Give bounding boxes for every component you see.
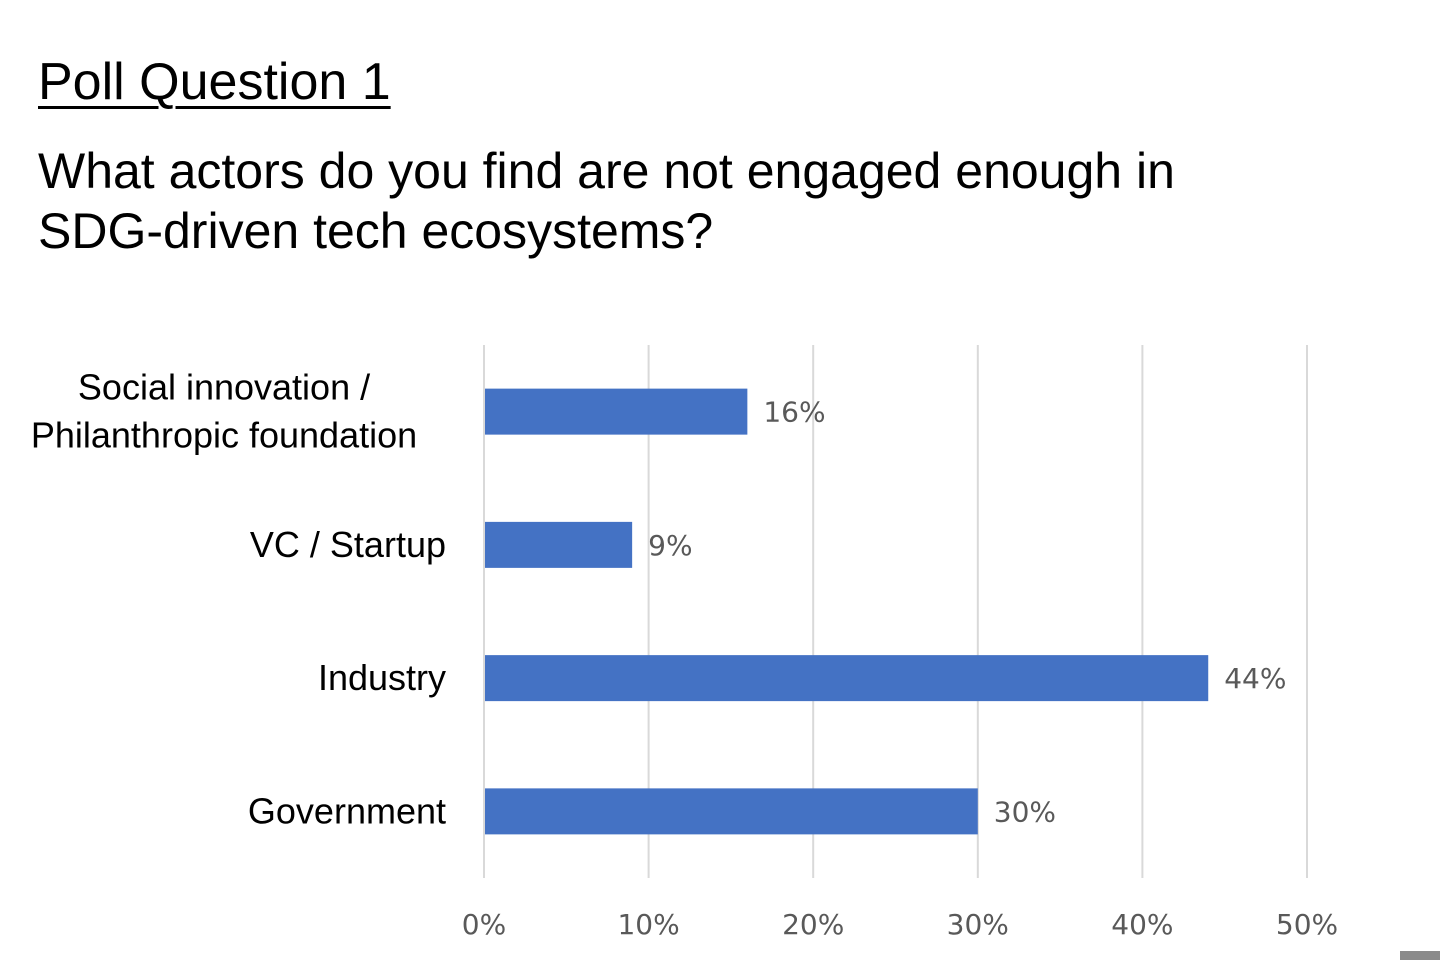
bar bbox=[485, 788, 978, 835]
x-tick-label: 20% bbox=[782, 908, 844, 941]
x-tick-label: 40% bbox=[1111, 908, 1173, 941]
corner-mark bbox=[1400, 951, 1440, 960]
bar bbox=[485, 655, 1209, 702]
x-tick-label: 30% bbox=[947, 908, 1009, 941]
category-label: Government bbox=[248, 790, 446, 831]
category-label: VC / Startup bbox=[250, 524, 446, 565]
bar bbox=[485, 521, 633, 568]
data-label: 16% bbox=[763, 396, 825, 429]
bars bbox=[485, 388, 1209, 835]
data-label: 44% bbox=[1224, 662, 1286, 695]
x-tick-label: 50% bbox=[1276, 908, 1338, 941]
question-line-2: SDG-driven tech ecosystems? bbox=[38, 203, 714, 259]
poll-heading: Poll Question 1 bbox=[38, 53, 391, 111]
category-label: Philanthropic foundation bbox=[31, 415, 417, 456]
x-tick-label: 10% bbox=[617, 908, 679, 941]
data-label: 9% bbox=[648, 529, 692, 562]
category-label: Social innovation / bbox=[78, 367, 370, 408]
x-tick-label: 0% bbox=[462, 908, 506, 941]
data-label: 30% bbox=[994, 795, 1056, 828]
category-label: Industry bbox=[318, 657, 446, 698]
labels: 0% 10% 20% 30% 40% 50% 16% Social innovation / P… bbox=[31, 367, 1338, 941]
poll-question: What actors do you find are not engaged … bbox=[38, 141, 1368, 261]
question-line-1: What actors do you find are not engaged … bbox=[38, 143, 1175, 199]
bar bbox=[485, 388, 748, 435]
